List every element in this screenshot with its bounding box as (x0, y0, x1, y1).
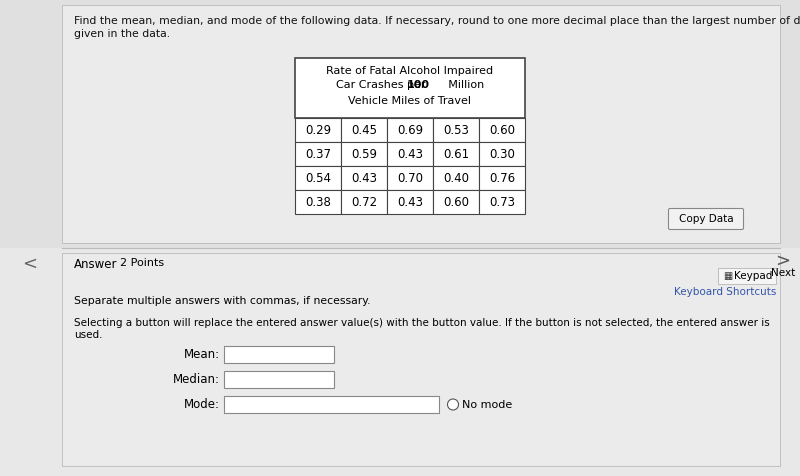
FancyBboxPatch shape (479, 118, 525, 142)
Text: Copy Data: Copy Data (678, 214, 734, 224)
FancyBboxPatch shape (224, 396, 439, 413)
FancyBboxPatch shape (341, 118, 387, 142)
Text: 0.29: 0.29 (305, 123, 331, 137)
FancyBboxPatch shape (433, 142, 479, 166)
Text: 0.61: 0.61 (443, 148, 469, 160)
FancyBboxPatch shape (0, 248, 800, 476)
FancyBboxPatch shape (387, 118, 433, 142)
FancyBboxPatch shape (295, 118, 341, 142)
FancyBboxPatch shape (433, 118, 479, 142)
Text: >: > (775, 252, 790, 270)
Text: 0.70: 0.70 (397, 171, 423, 185)
Circle shape (447, 399, 458, 410)
Text: No mode: No mode (462, 399, 512, 409)
Text: Find the mean, median, and mode of the following data. If necessary, round to on: Find the mean, median, and mode of the f… (74, 16, 800, 26)
Text: 0.76: 0.76 (489, 171, 515, 185)
Text: Rate of Fatal Alcohol Impaired: Rate of Fatal Alcohol Impaired (326, 66, 494, 76)
Text: Vehicle Miles of Travel: Vehicle Miles of Travel (349, 96, 471, 106)
Text: Keypad: Keypad (734, 271, 772, 281)
Text: 0.43: 0.43 (397, 196, 423, 208)
Text: 0.53: 0.53 (443, 123, 469, 137)
Text: 0.43: 0.43 (397, 148, 423, 160)
FancyBboxPatch shape (0, 0, 800, 248)
FancyBboxPatch shape (341, 190, 387, 214)
FancyBboxPatch shape (387, 142, 433, 166)
Text: 0.54: 0.54 (305, 171, 331, 185)
Text: 2 Points: 2 Points (120, 258, 164, 268)
FancyBboxPatch shape (224, 346, 334, 363)
Text: Next: Next (771, 268, 795, 278)
Text: 0.69: 0.69 (397, 123, 423, 137)
FancyBboxPatch shape (479, 166, 525, 190)
Text: 0.38: 0.38 (305, 196, 331, 208)
Text: Car Crashes per         Million: Car Crashes per Million (336, 80, 484, 90)
FancyBboxPatch shape (295, 190, 341, 214)
Text: 0.60: 0.60 (489, 123, 515, 137)
Text: given in the data.: given in the data. (74, 29, 170, 39)
Text: 0.72: 0.72 (351, 196, 377, 208)
FancyBboxPatch shape (669, 208, 743, 229)
Text: 0.37: 0.37 (305, 148, 331, 160)
FancyBboxPatch shape (433, 190, 479, 214)
Text: <: < (22, 255, 38, 273)
FancyBboxPatch shape (295, 166, 341, 190)
FancyBboxPatch shape (341, 166, 387, 190)
FancyBboxPatch shape (387, 190, 433, 214)
FancyBboxPatch shape (479, 142, 525, 166)
FancyBboxPatch shape (224, 371, 334, 388)
Text: 100: 100 (406, 80, 430, 90)
Text: ▦: ▦ (723, 271, 732, 281)
Text: 0.30: 0.30 (489, 148, 515, 160)
Text: 0.40: 0.40 (443, 171, 469, 185)
FancyBboxPatch shape (718, 268, 776, 284)
Text: Mode:: Mode: (184, 398, 220, 411)
FancyBboxPatch shape (479, 190, 525, 214)
Text: 0.59: 0.59 (351, 148, 377, 160)
FancyBboxPatch shape (341, 142, 387, 166)
FancyBboxPatch shape (62, 5, 780, 243)
FancyBboxPatch shape (295, 58, 525, 118)
FancyBboxPatch shape (295, 142, 341, 166)
Text: 0.73: 0.73 (489, 196, 515, 208)
Text: Selecting a button will replace the entered answer value(s) with the button valu: Selecting a button will replace the ente… (74, 318, 770, 339)
Text: Answer: Answer (74, 258, 118, 271)
Text: 0.43: 0.43 (351, 171, 377, 185)
Text: 0.60: 0.60 (443, 196, 469, 208)
Text: Median:: Median: (173, 373, 220, 386)
Text: Mean:: Mean: (184, 348, 220, 361)
FancyBboxPatch shape (62, 253, 780, 466)
Text: 0.45: 0.45 (351, 123, 377, 137)
Text: Keyboard Shortcuts: Keyboard Shortcuts (674, 287, 776, 297)
FancyBboxPatch shape (387, 166, 433, 190)
Text: Separate multiple answers with commas, if necessary.: Separate multiple answers with commas, i… (74, 296, 370, 306)
FancyBboxPatch shape (433, 166, 479, 190)
